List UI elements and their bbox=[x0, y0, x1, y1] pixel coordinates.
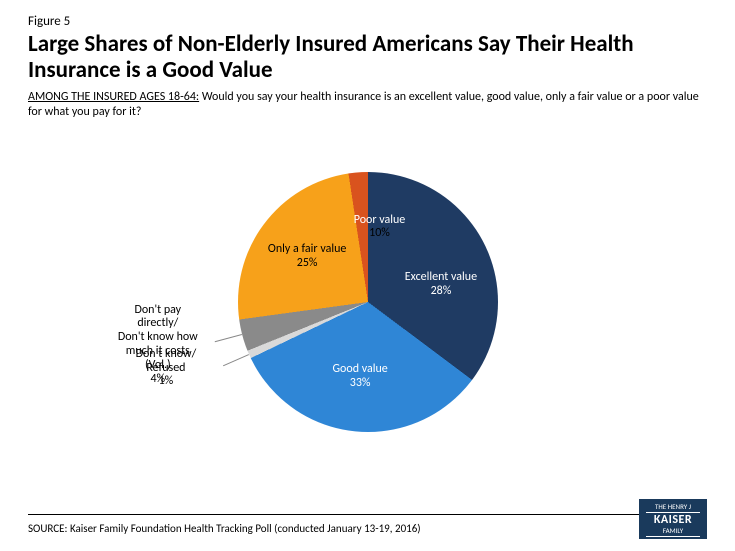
slice-label: Poor value10% bbox=[330, 214, 430, 242]
divider bbox=[28, 514, 707, 515]
logo-bottom: FOUNDATION bbox=[642, 538, 704, 546]
figure-number: Figure 5 bbox=[28, 14, 707, 29]
slice-label: Excellent value28% bbox=[391, 271, 491, 299]
pie-wrap bbox=[238, 172, 498, 432]
figure-title: Large Shares of Non-Elderly Insured Amer… bbox=[28, 31, 707, 84]
source-line: SOURCE: Kaiser Family Foundation Health … bbox=[28, 522, 421, 535]
logo-top: THE HENRY J bbox=[642, 503, 704, 511]
slice-label: Good value33% bbox=[310, 363, 410, 391]
kaiser-logo: THE HENRY J KAISER FAMILY FOUNDATION bbox=[639, 499, 707, 539]
subtitle-lead: AMONG THE INSURED AGES 18-64: bbox=[28, 90, 199, 104]
pie-chart: Excellent value28%Good value33%Don't kno… bbox=[28, 127, 707, 477]
logo-main: KAISER bbox=[642, 514, 704, 527]
figure-container: Figure 5 Large Shares of Non-Elderly Ins… bbox=[0, 0, 735, 551]
figure-subtitle: AMONG THE INSURED AGES 18-64: Would you … bbox=[28, 90, 707, 121]
pie-graphic bbox=[238, 172, 498, 432]
logo-mid: FAMILY bbox=[642, 527, 704, 535]
slice-label: Don't paydirectly/Don't know howmuch it … bbox=[103, 304, 213, 387]
slice-label: Only a fair value25% bbox=[257, 243, 357, 271]
